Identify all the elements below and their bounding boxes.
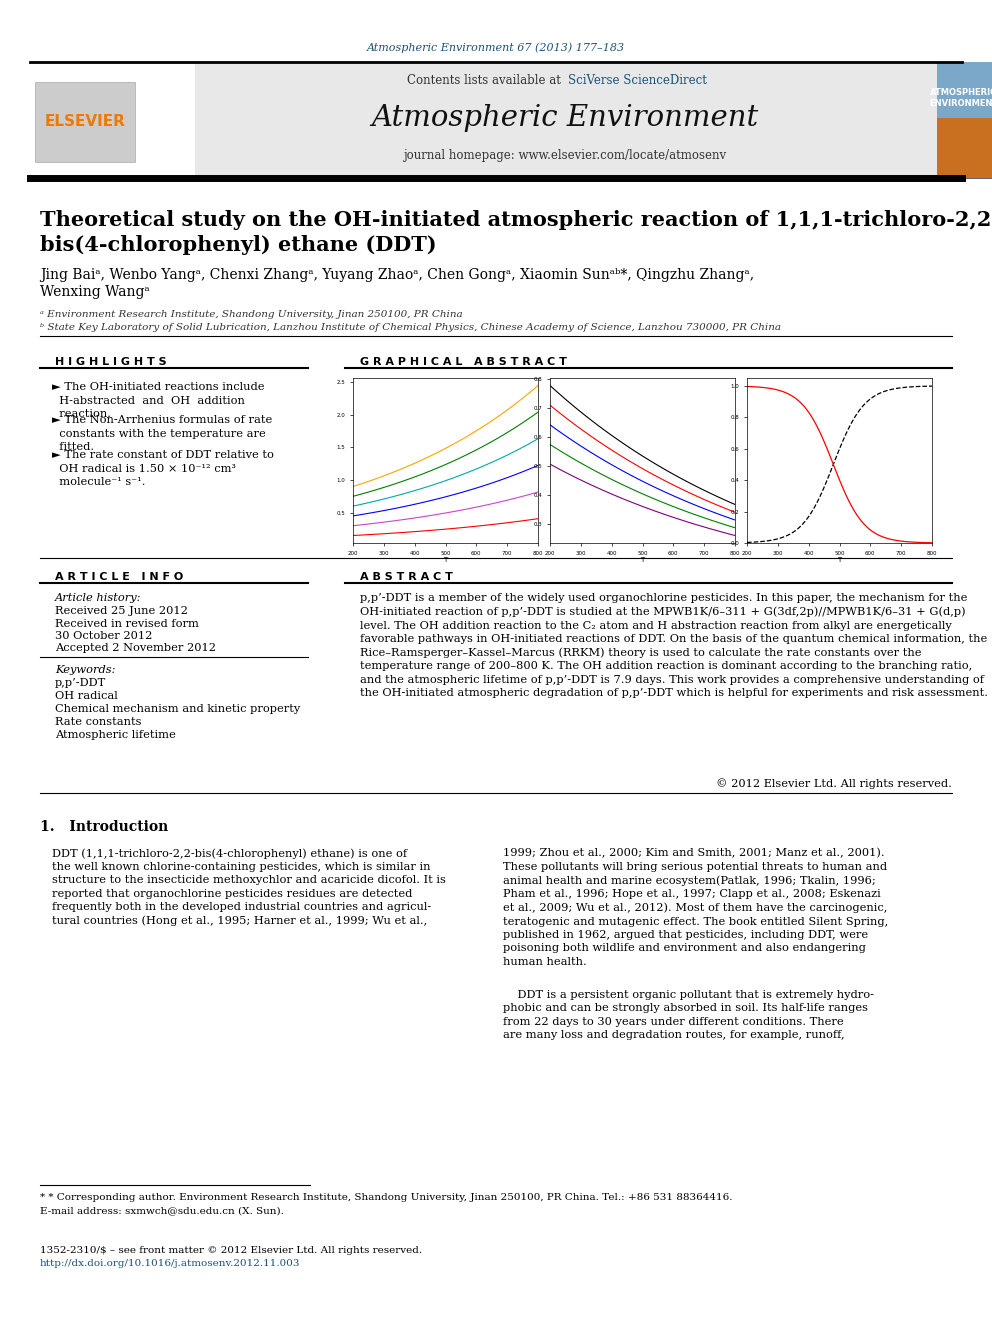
Bar [30,62,195,179]
Text: Wenxing Wangᵃ: Wenxing Wangᵃ [40,284,150,299]
Bar [937,62,992,118]
Text: Keywords:: Keywords: [55,665,115,675]
Bar [937,62,992,179]
Text: Rate constants: Rate constants [55,717,142,728]
Text: E-mail address: sxmwch@sdu.edu.cn (X. Sun).: E-mail address: sxmwch@sdu.edu.cn (X. Su… [40,1207,284,1215]
Text: ATMOSPHERIC
ENVIRONMENT: ATMOSPHERIC ENVIRONMENT [930,87,992,108]
Text: ► The Non-Arrhenius formulas of rate
  constants with the temperature are
  fitt: ► The Non-Arrhenius formulas of rate con… [52,415,272,452]
Text: Jing Baiᵃ, Wenbo Yangᵃ, Chenxi Zhangᵃ, Yuyang Zhaoᵃ, Chen Gongᵃ, Xiaomin Sunᵃᵇ*,: Jing Baiᵃ, Wenbo Yangᵃ, Chenxi Zhangᵃ, Y… [40,269,754,282]
Text: Contents lists available at: Contents lists available at [408,74,565,86]
Text: http://dx.doi.org/10.1016/j.atmosenv.2012.11.003: http://dx.doi.org/10.1016/j.atmosenv.201… [40,1259,301,1267]
Text: ᵇ State Key Laboratory of Solid Lubrication, Lanzhou Institute of Chemical Physi: ᵇ State Key Laboratory of Solid Lubricat… [40,323,781,332]
Bar [35,82,135,161]
Text: 1352-2310/$ – see front matter © 2012 Elsevier Ltd. All rights reserved.: 1352-2310/$ – see front matter © 2012 El… [40,1246,423,1256]
Text: DDT (1,1,1-trichloro-2,2-bis(4-chlorophenyl) ethane) is one of
the well known ch: DDT (1,1,1-trichloro-2,2-bis(4-chlorophe… [52,848,445,926]
Text: Article history:: Article history: [55,593,142,603]
Text: H I G H L I G H T S: H I G H L I G H T S [55,357,167,366]
Text: 1.   Introduction: 1. Introduction [40,820,169,833]
Text: 1999; Zhou et al., 2000; Kim and Smith, 2001; Manz et al., 2001).
These pollutan: 1999; Zhou et al., 2000; Kim and Smith, … [503,848,888,967]
Text: Atmospheric lifetime: Atmospheric lifetime [55,730,176,740]
Bar [937,118,992,179]
Text: © 2012 Elsevier Ltd. All rights reserved.: © 2012 Elsevier Ltd. All rights reserved… [716,778,952,789]
Text: Atmospheric Environment: Atmospheric Environment [371,105,759,132]
Text: p,p’-DDT: p,p’-DDT [55,677,106,688]
Text: p,p’-DDT is a member of the widely used organochlorine pesticides. In this paper: p,p’-DDT is a member of the widely used … [360,593,988,699]
Text: Atmospheric Environment 67 (2013) 177–183: Atmospheric Environment 67 (2013) 177–18… [367,42,625,53]
Text: journal homepage: www.elsevier.com/locate/atmosenv: journal homepage: www.elsevier.com/locat… [404,148,726,161]
Text: ► The OH-initiated reactions include
  H-abstracted  and  OH  addition
  reactio: ► The OH-initiated reactions include H-a… [52,382,265,419]
X-axis label: T: T [641,557,645,564]
X-axis label: T: T [837,557,841,564]
Text: 30 October 2012: 30 October 2012 [55,631,153,642]
Text: Received in revised form: Received in revised form [55,619,198,628]
Text: DDT is a persistent organic pollutant that is extremely hydro-
phobic and can be: DDT is a persistent organic pollutant th… [503,990,874,1040]
X-axis label: T: T [443,557,447,564]
Text: ᵃ Environment Research Institute, Shandong University, Jinan 250100, PR China: ᵃ Environment Research Institute, Shando… [40,310,462,319]
Text: ► The rate constant of DDT relative to
  OH radical is 1.50 × 10⁻¹² cm³
  molecu: ► The rate constant of DDT relative to O… [52,450,274,487]
Text: Accepted 2 November 2012: Accepted 2 November 2012 [55,643,216,654]
Text: Chemical mechanism and kinetic property: Chemical mechanism and kinetic property [55,704,301,714]
Text: * * Corresponding author. Environment Research Institute, Shandong University, J: * * Corresponding author. Environment Re… [40,1193,732,1203]
Text: A R T I C L E   I N F O: A R T I C L E I N F O [55,572,184,582]
Text: OH radical: OH radical [55,691,118,701]
Text: Received 25 June 2012: Received 25 June 2012 [55,606,187,617]
Text: G R A P H I C A L   A B S T R A C T: G R A P H I C A L A B S T R A C T [360,357,566,366]
Text: SciVerse ScienceDirect: SciVerse ScienceDirect [568,74,707,86]
Bar [195,62,937,179]
Text: Theoretical study on the OH-initiated atmospheric reaction of 1,1,1-trichloro-2,: Theoretical study on the OH-initiated at… [40,210,992,255]
Text: A B S T R A C T: A B S T R A C T [360,572,453,582]
Text: ELSEVIER: ELSEVIER [45,115,125,130]
